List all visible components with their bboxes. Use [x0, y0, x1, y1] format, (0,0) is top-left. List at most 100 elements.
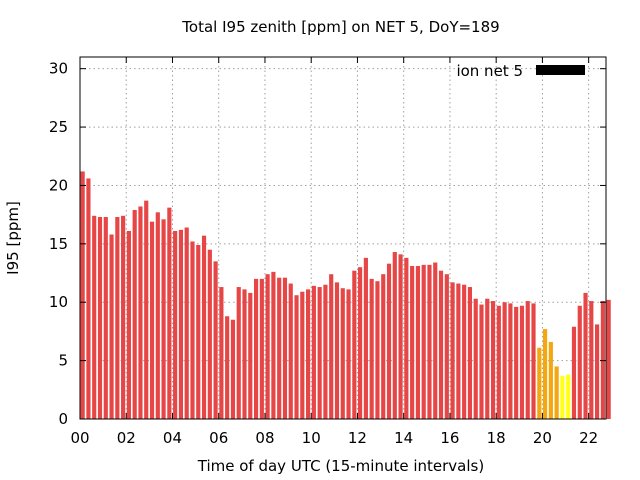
bar — [242, 289, 247, 419]
bar — [398, 254, 403, 419]
y-tick-label: 15 — [49, 235, 68, 253]
bar — [346, 289, 351, 419]
bar — [329, 274, 334, 419]
y-tick-label: 25 — [49, 118, 68, 136]
bar — [525, 301, 530, 419]
bar — [230, 319, 236, 419]
x-tick-label: 14 — [394, 429, 413, 447]
bar — [427, 264, 432, 419]
bar — [277, 277, 282, 419]
bar — [265, 274, 270, 419]
bar-series — [80, 171, 611, 419]
bar — [253, 278, 259, 419]
bar — [155, 212, 160, 419]
bar — [352, 270, 357, 419]
bar — [225, 316, 230, 419]
y-tick-label: 10 — [49, 293, 68, 311]
bar — [595, 324, 600, 419]
bar — [375, 281, 380, 419]
x-tick-label: 06 — [209, 429, 228, 447]
bar — [173, 230, 178, 419]
bar — [97, 216, 103, 419]
x-tick-label: 02 — [117, 429, 136, 447]
bar — [496, 305, 501, 419]
bar — [363, 257, 368, 419]
x-tick-label: 12 — [348, 429, 367, 447]
bar — [271, 271, 276, 419]
bar — [566, 374, 571, 419]
bar — [467, 287, 473, 419]
bar — [519, 305, 525, 419]
bar — [438, 270, 444, 419]
legend-swatch — [536, 65, 585, 75]
x-tick-label: 16 — [440, 429, 459, 447]
bar — [450, 282, 455, 419]
bar — [386, 263, 392, 419]
bar — [311, 285, 316, 419]
bar — [115, 216, 120, 419]
x-tick-label: 22 — [579, 429, 598, 447]
bar — [589, 301, 594, 419]
bar — [404, 257, 409, 419]
bar — [190, 241, 195, 419]
bar — [259, 278, 264, 419]
bar — [86, 178, 91, 419]
bar — [358, 267, 363, 419]
bar — [126, 230, 131, 419]
bar — [334, 282, 340, 419]
legend: ion net 5 — [456, 62, 585, 80]
bar — [392, 252, 397, 419]
bar — [381, 274, 386, 419]
bar — [306, 289, 311, 419]
legend-label: ion net 5 — [456, 62, 523, 80]
bar — [103, 216, 108, 419]
axis-ticks: 0 5 10 15 20 25 30 00 02 04 06 08 10 12 14 16 18 20 22 — [49, 57, 606, 447]
y-tick-label: 0 — [58, 410, 68, 428]
bar — [196, 245, 201, 419]
bar — [410, 266, 415, 419]
bar — [485, 298, 490, 419]
bar — [80, 171, 85, 419]
bar — [606, 299, 611, 419]
y-tick-label: 20 — [49, 176, 68, 194]
bar — [300, 291, 305, 419]
bar — [121, 215, 126, 419]
bar — [109, 234, 114, 419]
x-tick-label: 08 — [255, 429, 274, 447]
bar — [583, 292, 588, 419]
bar — [340, 288, 345, 419]
bar — [600, 301, 605, 419]
bar — [577, 305, 582, 419]
bar — [456, 283, 461, 419]
y-tick-label: 5 — [58, 352, 68, 370]
bar — [542, 329, 548, 419]
bar — [184, 227, 189, 419]
bar — [132, 209, 137, 419]
bar — [178, 229, 184, 419]
bar — [571, 326, 577, 419]
bar — [149, 221, 155, 419]
bar — [294, 295, 299, 419]
bar — [421, 264, 426, 419]
bar — [479, 304, 484, 419]
x-tick-label: 10 — [302, 429, 321, 447]
bar — [531, 303, 536, 419]
bar — [415, 266, 420, 419]
bar — [369, 278, 374, 419]
x-tick-label: 04 — [163, 429, 182, 447]
bar — [161, 219, 166, 419]
x-tick-label: 18 — [487, 429, 506, 447]
bar — [537, 347, 542, 419]
bar — [138, 206, 143, 419]
bar — [92, 215, 97, 419]
bar — [514, 306, 519, 419]
x-axis-label: Time of day UTC (15-minute intervals) — [197, 457, 484, 475]
grid-lines — [80, 57, 606, 419]
bar — [554, 366, 559, 419]
y-tick-label: 30 — [49, 60, 68, 78]
bar — [548, 341, 553, 419]
plot-frame — [79, 56, 607, 420]
bar — [201, 235, 207, 419]
bar — [490, 301, 496, 419]
